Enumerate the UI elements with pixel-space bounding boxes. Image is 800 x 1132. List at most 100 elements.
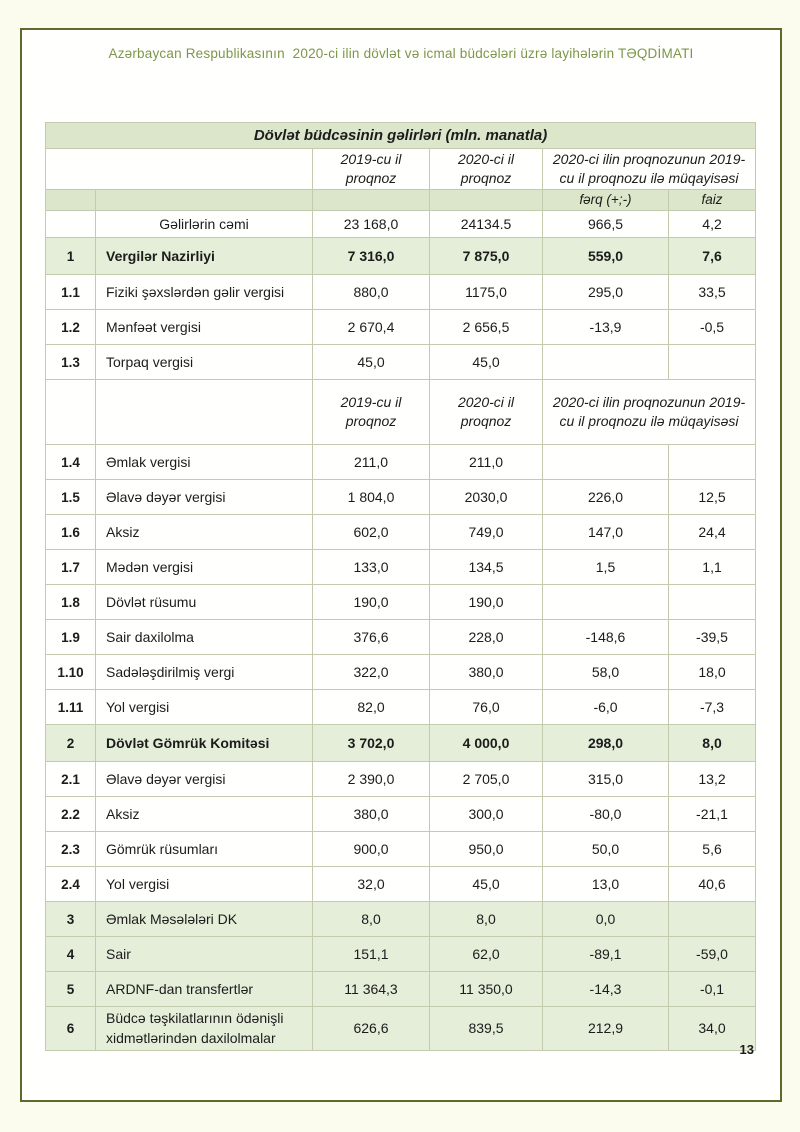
table-row: 1.10 Sadələşdirilmiş vergi 322,0 380,0 58,0 1… (45, 654, 757, 690)
percent-cell: 5,6 (667, 831, 757, 867)
table-row: 1.7 Mədən vergisi 133,0 134,5 1,5 1,1 (45, 549, 757, 585)
header-blank-cell (45, 379, 96, 445)
value-2019-cell: 3 702,0 (312, 724, 430, 762)
diff-cell: 966,5 (542, 210, 669, 238)
table-row: 1.1 Fiziki şəxslərdən gəlir vergisi 880,0 1… (45, 274, 757, 310)
row-number-cell (45, 210, 96, 238)
row-label-cell: Əlavə dəyər vergisi (95, 761, 313, 797)
diff-cell: 147,0 (542, 514, 669, 550)
row-label-cell: Yol vergisi (95, 689, 313, 725)
header-2020-cell: 2020-ci il proqnoz (429, 148, 543, 190)
value-2020-cell: 7 875,0 (429, 237, 543, 275)
document-heading: Azərbaycan Respublikasının 2020-ci ilin … (108, 46, 694, 61)
percent-cell: 4,2 (667, 210, 757, 238)
table-row: 2.1 Əlavə dəyər vergisi 2 390,0 2 705,0 315,… (45, 761, 757, 797)
header-blank-cell (45, 148, 313, 190)
value-2019-cell: 82,0 (312, 689, 430, 725)
diff-cell: 298,0 (542, 724, 669, 762)
diff-cell (542, 444, 669, 480)
diff-cell (542, 344, 669, 380)
value-2019-cell: 376,6 (312, 619, 430, 655)
row-number-cell: 2 (45, 724, 96, 762)
row-label-cell: Əlavə dəyər vergisi (95, 479, 313, 515)
section-row: 1 Vergilər Nazirliyi 7 316,0 7 875,0 559,0 7,… (45, 237, 757, 275)
value-2020-cell: 4 000,0 (429, 724, 543, 762)
row-label-cell: Əmlak vergisi (95, 444, 313, 480)
percent-cell: 18,0 (667, 654, 757, 690)
diff-cell: 1,5 (542, 549, 669, 585)
header-2019-cell: 2019-cu il proqnoz (312, 148, 430, 190)
diff-cell: 559,0 (542, 237, 669, 275)
diff-cell: 13,0 (542, 866, 669, 902)
percent-cell (667, 901, 757, 937)
value-2019-cell: 190,0 (312, 584, 430, 620)
row-label-cell: Yol vergisi (95, 866, 313, 902)
value-2019-cell: 133,0 (312, 549, 430, 585)
value-2020-cell: 45,0 (429, 344, 543, 380)
diff-cell: -148,6 (542, 619, 669, 655)
diff-cell: 50,0 (542, 831, 669, 867)
value-2019-cell: 32,0 (312, 866, 430, 902)
diff-cell: -80,0 (542, 796, 669, 832)
row-label-cell: Aksiz (95, 514, 313, 550)
diff-cell: -6,0 (542, 689, 669, 725)
percent-cell: 7,6 (667, 237, 757, 275)
value-2019-cell: 211,0 (312, 444, 430, 480)
row-number-cell: 6 (45, 1006, 96, 1051)
value-2020-cell: 24134.5 (429, 210, 543, 238)
table-header-row: 2019-cu il proqnoz 2020-ci il proqnoz 20… (45, 148, 757, 190)
row-number-cell: 1.7 (45, 549, 96, 585)
percent-cell: -0,1 (667, 971, 757, 1007)
table-row: Gəlirlərin cəmi 23 168,0 24134.5 966,5 4,2 (45, 210, 757, 238)
value-2020-cell: 950,0 (429, 831, 543, 867)
value-2020-cell: 839,5 (429, 1006, 543, 1051)
subheader-faiz-cell: faiz (667, 188, 757, 212)
header-2020-cell: 2020-ci il proqnoz (429, 379, 543, 445)
diff-cell: 295,0 (542, 274, 669, 310)
percent-cell: -0,5 (667, 309, 757, 345)
header-blank-cell (95, 379, 313, 445)
value-2019-cell: 23 168,0 (312, 210, 430, 238)
row-number-cell: 1.4 (45, 444, 96, 480)
value-2020-cell: 749,0 (429, 514, 543, 550)
value-2019-cell: 45,0 (312, 344, 430, 380)
percent-cell: 8,0 (667, 724, 757, 762)
percent-cell: -59,0 (667, 936, 757, 972)
table-row: 2.2 Aksiz 380,0 300,0 -80,0 -21,1 (45, 796, 757, 832)
row-label-cell: Dövlət rüsumu (95, 584, 313, 620)
table-subheader-row: fərq (+;-) faiz (45, 188, 757, 212)
row-label-cell: Fiziki şəxslərdən gəlir vergisi (95, 274, 313, 310)
diff-cell: 315,0 (542, 761, 669, 797)
subheader-blank-cell (45, 188, 96, 212)
percent-cell (667, 584, 757, 620)
percent-cell: 34,0 (667, 1006, 757, 1051)
value-2020-cell: 211,0 (429, 444, 543, 480)
subheader-blank-cell (429, 188, 543, 212)
table-row: 1.6 Aksiz 602,0 749,0 147,0 24,4 (45, 514, 757, 550)
value-2020-cell: 62,0 (429, 936, 543, 972)
page-frame: Azərbaycan Respublikasının 2020-ci ilin … (20, 28, 782, 1102)
percent-cell: 40,6 (667, 866, 757, 902)
row-number-cell: 1.2 (45, 309, 96, 345)
value-2020-cell: 300,0 (429, 796, 543, 832)
value-2020-cell: 2 705,0 (429, 761, 543, 797)
table-row: 1.9 Sair daxilolma 376,6 228,0 -148,6 -39,5 (45, 619, 757, 655)
value-2020-cell: 2 656,5 (429, 309, 543, 345)
row-label-cell: Büdcə təşkilatlarının ödənişli xidmətlər… (95, 1006, 313, 1051)
row-number-cell: 1.10 (45, 654, 96, 690)
diff-cell: -89,1 (542, 936, 669, 972)
value-2019-cell: 2 390,0 (312, 761, 430, 797)
table-title: Dövlət büdcəsinin gəlirləri (mln. manatl… (44, 122, 757, 149)
value-2019-cell: 11 364,3 (312, 971, 430, 1007)
percent-cell: -39,5 (667, 619, 757, 655)
row-label-cell: Mədən vergisi (95, 549, 313, 585)
value-2019-cell: 380,0 (312, 796, 430, 832)
percent-cell: 24,4 (667, 514, 757, 550)
table-title-row: Dövlət büdcəsinin gəlirləri (mln. manatl… (44, 122, 757, 149)
value-2020-cell: 380,0 (429, 654, 543, 690)
row-label-cell: Aksiz (95, 796, 313, 832)
table-row: 3 Əmlak Məsələləri DK 8,0 8,0 0,0 (45, 901, 757, 937)
value-2019-cell: 8,0 (312, 901, 430, 937)
row-number-cell: 2.4 (45, 866, 96, 902)
value-2020-cell: 76,0 (429, 689, 543, 725)
